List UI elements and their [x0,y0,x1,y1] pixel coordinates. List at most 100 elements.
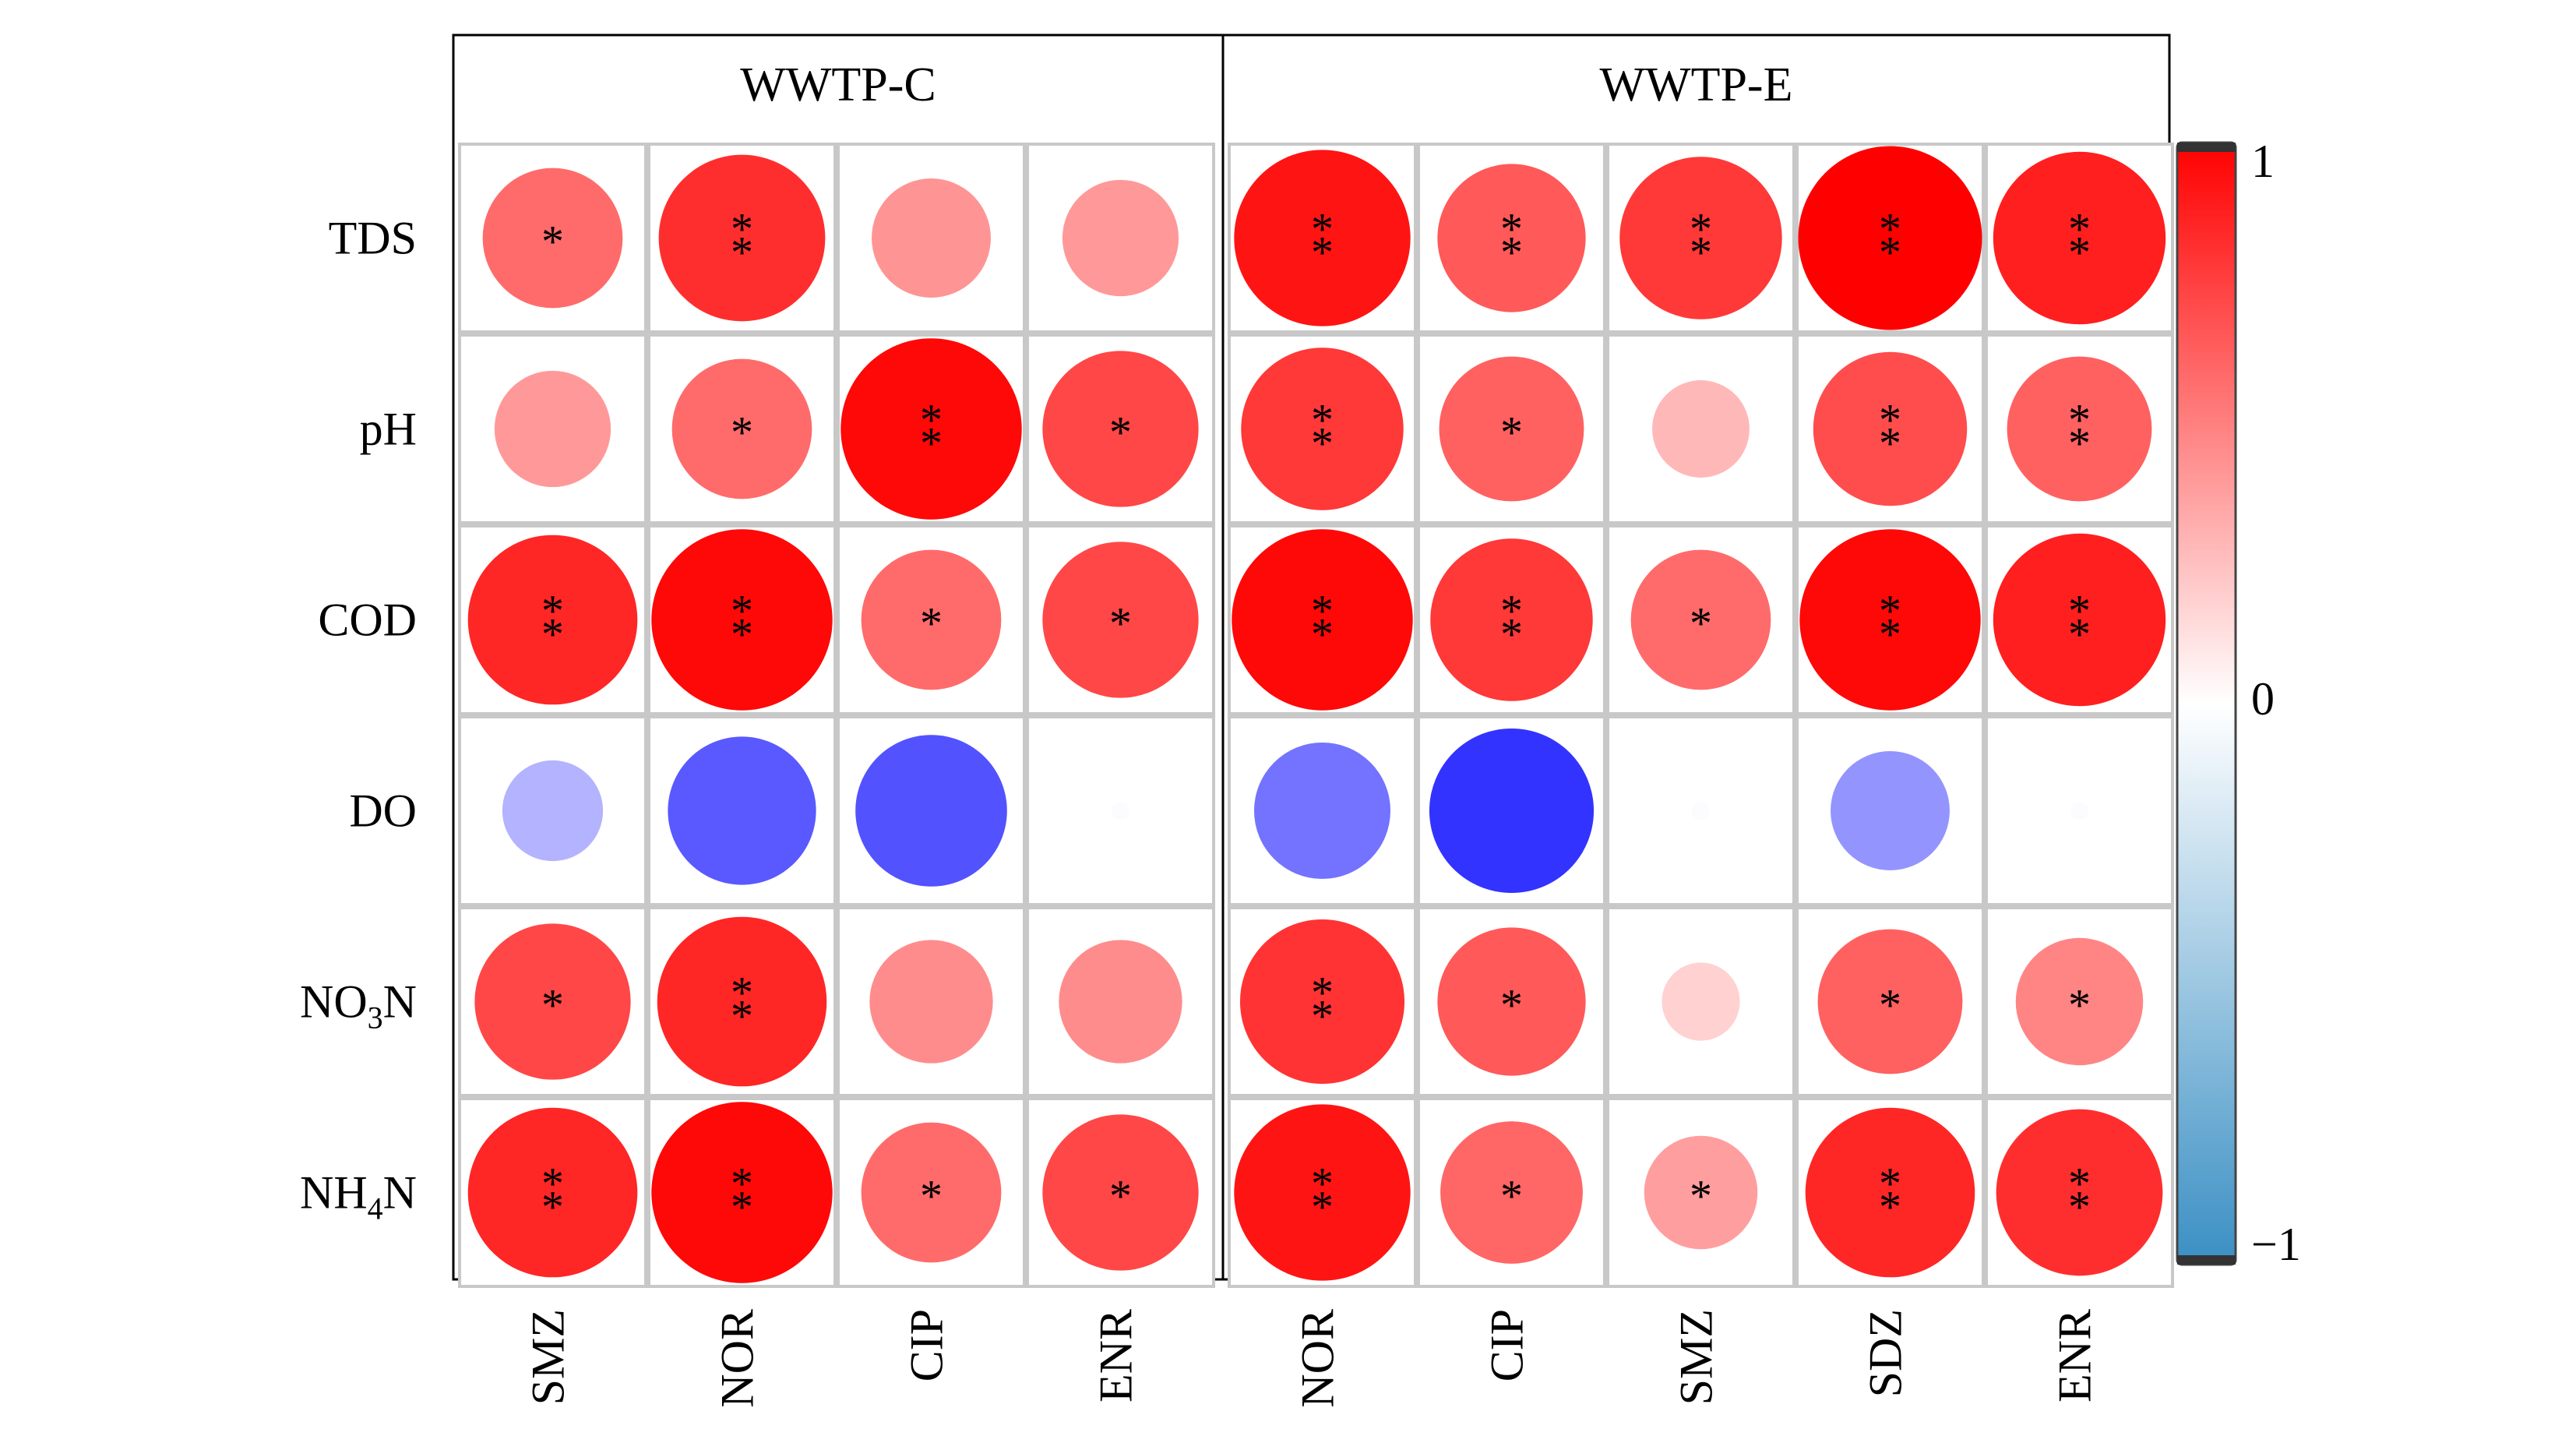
cell [837,715,1026,906]
significance-star: * [1879,1182,1901,1233]
significance-star: * [2068,1159,2091,1209]
colorbar-tick-label: 1 [2251,136,2275,187]
column-label: ENR [1090,1309,1141,1402]
cell-frame [1026,143,1215,333]
significance-marker: ** [1690,204,1712,278]
significance-star: * [541,1182,564,1233]
correlation-circle [1652,380,1750,478]
significance-star: * [731,586,753,637]
correlation-circle [840,338,1022,520]
panel-wwtp-c: WWTP-C* *** ** *** ** * ** **** ** * *SMZ NOR CIP ENR [452,34,1225,1408]
cell: * [1417,1097,1606,1288]
correlation-circle [467,1107,638,1278]
column-label: ENR [2049,1309,2100,1402]
significance-marker: ** [920,395,943,469]
row-label: NO3N [300,976,417,1036]
cell [1606,906,1795,1097]
significance-star: * [731,609,753,660]
cell [1795,715,1985,906]
significance-marker: ** [1879,395,1901,469]
significance-star: * [1879,204,1901,255]
significance-marker: ** [1311,204,1334,278]
cell: * [1026,333,1215,524]
cell: * [1606,1097,1795,1288]
correlation-circle [1232,529,1413,711]
correlation-circle [1831,751,1950,870]
correlation-circle [861,1122,1002,1263]
significance-marker: * [920,1171,943,1222]
correlation-circle [1799,529,1981,711]
cell: * [1985,906,2174,1097]
significance-star: * [1311,609,1334,660]
significance-star: * [1879,586,1901,637]
significance-marker: ** [2068,586,2091,660]
significance-star: * [541,1159,564,1209]
significance-marker: * [1500,980,1523,1031]
correlation-circle [1059,940,1182,1064]
row-label: COD [318,595,417,646]
correlation-circle [1996,1109,2163,1276]
significance-marker: ** [1311,586,1334,660]
cell: * [1417,906,1606,1097]
significance-marker: ** [2068,395,2091,469]
significance-star: * [731,968,753,1018]
cell [1985,715,2174,906]
significance-marker: ** [2068,1159,2091,1233]
significance-marker: ** [1311,395,1334,469]
correlation-circle [502,760,604,862]
correlation-circle [1234,1104,1411,1281]
correlation-circle [1042,351,1199,507]
significance-star: * [2068,395,2091,446]
correlation-circle [872,178,991,298]
correlation-circle [1111,801,1130,820]
significance-marker: ** [731,586,753,660]
correlation-circle [1993,151,2166,325]
significance-marker: ** [1879,1159,1901,1233]
correlation-circle [1062,179,1179,297]
correlation-circle [1437,164,1586,312]
significance-marker: ** [1311,1159,1334,1233]
cell: ** [1228,524,1417,715]
correlation-circle [2070,801,2089,820]
cell: * [1417,333,1606,524]
significance-star: * [1500,228,1523,278]
cell: * [837,1097,1026,1288]
cell: ** [647,906,837,1097]
cell: * [458,906,647,1097]
significance-star: * [1879,1159,1901,1209]
row-labels: TDS pH COD DO NO3N NH4N [300,213,417,1226]
correlation-circle [482,168,623,309]
cell: ** [1985,1097,2174,1288]
cell: ** [1795,524,1985,715]
cell [1417,715,1606,906]
correlation-circle [668,736,816,885]
significance-marker: * [1879,980,1901,1031]
cell [837,906,1026,1097]
column-label: SDZ [1859,1309,1911,1397]
correlation-circle [1437,927,1586,1076]
column-label: CIP [900,1309,952,1381]
correlation-circle [1241,348,1404,510]
correlation-circle [1805,1107,1975,1278]
colorbar-tick-label: 0 [2251,673,2275,725]
cell: ** [1985,143,2174,333]
significance-star: * [1311,1182,1334,1233]
row-label: pH [360,404,417,455]
significance-star: * [2068,586,2091,637]
cell [1026,715,1215,906]
significance-star: * [1311,1159,1334,1209]
significance-star: * [731,1182,753,1233]
cell [458,333,647,524]
cell: ** [1795,1097,1985,1288]
row-label: DO [349,785,417,837]
significance-marker: ** [2068,204,2091,278]
cell: ** [1606,143,1795,333]
cell: ** [1985,524,2174,715]
significance-star: * [1500,586,1523,637]
significance-marker: * [1500,408,1523,458]
significance-star: * [731,1159,753,1209]
correlation-circle [1439,356,1584,502]
correlation-circle [494,370,611,488]
cell: ** [1795,333,1985,524]
